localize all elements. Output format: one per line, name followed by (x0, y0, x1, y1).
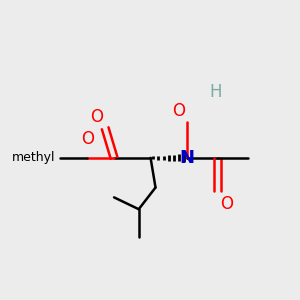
Text: O: O (220, 195, 233, 213)
Text: H: H (210, 83, 222, 101)
Text: methyl: methyl (12, 152, 56, 164)
Text: N: N (180, 149, 195, 167)
Text: O: O (172, 102, 185, 120)
Text: O: O (90, 108, 103, 126)
Text: O: O (81, 130, 94, 148)
